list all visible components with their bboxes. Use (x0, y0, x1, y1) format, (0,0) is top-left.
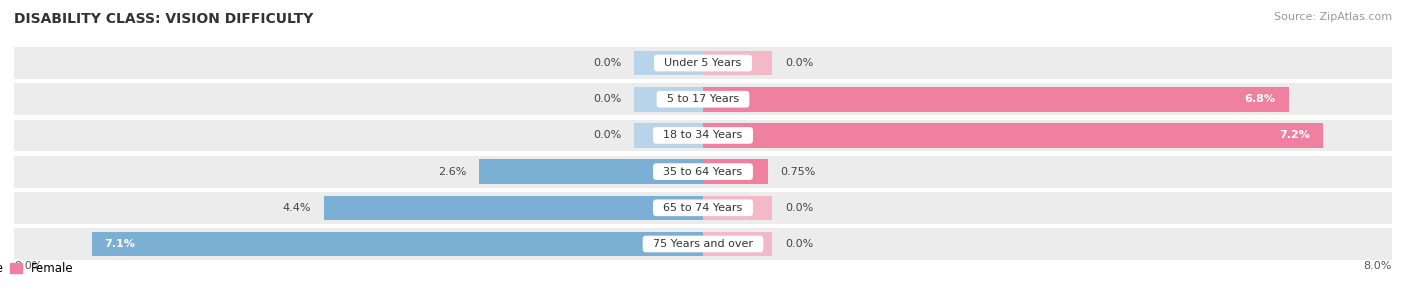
Bar (14, 47, 1392, 79)
Bar (91, 232, 703, 256)
Text: 0.0%: 0.0% (593, 58, 621, 68)
Text: 18 to 34 Years: 18 to 34 Years (657, 130, 749, 140)
Text: 6.8%: 6.8% (1244, 94, 1275, 104)
Text: 8.0%: 8.0% (1364, 261, 1392, 271)
Text: 7.1%: 7.1% (104, 239, 135, 249)
Bar (703, 159, 768, 184)
Bar (703, 51, 772, 75)
Text: Source: ZipAtlas.com: Source: ZipAtlas.com (1274, 12, 1392, 22)
Text: 35 to 64 Years: 35 to 64 Years (657, 167, 749, 177)
Text: 2.6%: 2.6% (437, 167, 467, 177)
Bar (14, 119, 1392, 151)
Text: 7.2%: 7.2% (1279, 130, 1310, 140)
Bar (634, 123, 703, 148)
Text: Under 5 Years: Under 5 Years (658, 58, 748, 68)
Bar (634, 51, 703, 75)
Text: 5 to 17 Years: 5 to 17 Years (659, 94, 747, 104)
Text: 4.4%: 4.4% (283, 203, 311, 213)
Text: 65 to 74 Years: 65 to 74 Years (657, 203, 749, 213)
Bar (14, 228, 1392, 260)
Text: 0.0%: 0.0% (785, 58, 813, 68)
Bar (703, 195, 772, 220)
Bar (14, 156, 1392, 188)
Bar (703, 87, 1289, 112)
Bar (14, 83, 1392, 115)
Bar (323, 195, 703, 220)
Text: 0.75%: 0.75% (780, 167, 815, 177)
Bar (479, 159, 703, 184)
Bar (703, 232, 772, 256)
Bar (14, 192, 1392, 224)
Text: 0.0%: 0.0% (593, 130, 621, 140)
Text: DISABILITY CLASS: VISION DIFFICULTY: DISABILITY CLASS: VISION DIFFICULTY (14, 12, 314, 26)
Legend: Male, Female: Male, Female (0, 257, 79, 280)
Text: 8.0%: 8.0% (14, 261, 42, 271)
Text: 0.0%: 0.0% (593, 94, 621, 104)
Text: 75 Years and over: 75 Years and over (645, 239, 761, 249)
Bar (634, 87, 703, 112)
Text: 0.0%: 0.0% (785, 239, 813, 249)
Text: 0.0%: 0.0% (785, 203, 813, 213)
Bar (703, 123, 1323, 148)
